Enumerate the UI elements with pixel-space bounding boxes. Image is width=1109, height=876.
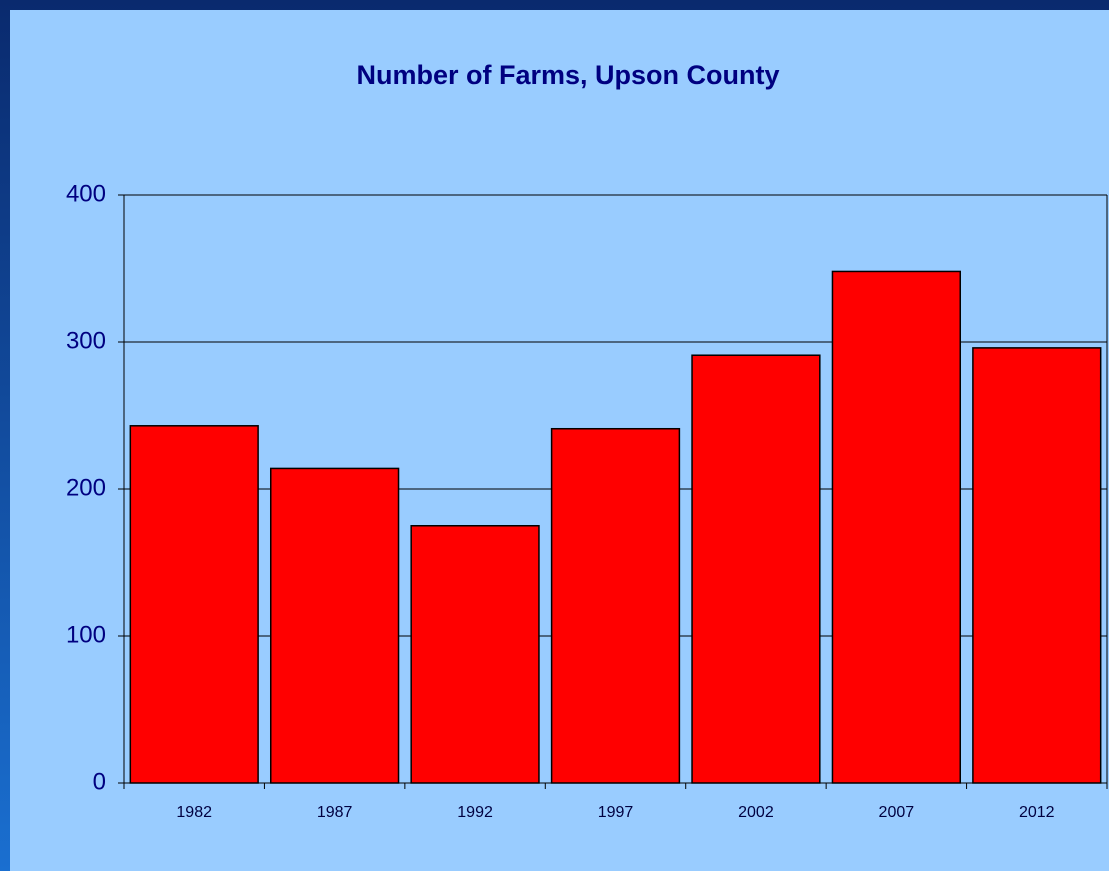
y-tick-label: 400 — [66, 180, 106, 207]
y-tick-label: 300 — [66, 327, 106, 354]
x-tick-label: 2002 — [738, 804, 774, 821]
y-tick-label: 100 — [66, 621, 106, 648]
bar — [410, 525, 540, 784]
bar — [550, 427, 681, 784]
bar — [129, 425, 259, 784]
x-tick-label: 1992 — [457, 804, 493, 821]
bar — [269, 467, 400, 784]
y-tick-label: 200 — [66, 474, 106, 501]
x-tick-label: 2007 — [879, 804, 915, 821]
bar — [691, 354, 821, 784]
x-tick-label: 1987 — [317, 804, 353, 821]
x-tick-label: 1982 — [176, 804, 212, 821]
bar — [972, 347, 1102, 784]
chart-title: Number of Farms, Upson County — [356, 60, 779, 90]
x-tick-label: 1997 — [598, 804, 634, 821]
y-tick-label: 0 — [93, 768, 106, 795]
x-tick-label: 2012 — [1019, 804, 1055, 821]
bar — [831, 270, 962, 784]
